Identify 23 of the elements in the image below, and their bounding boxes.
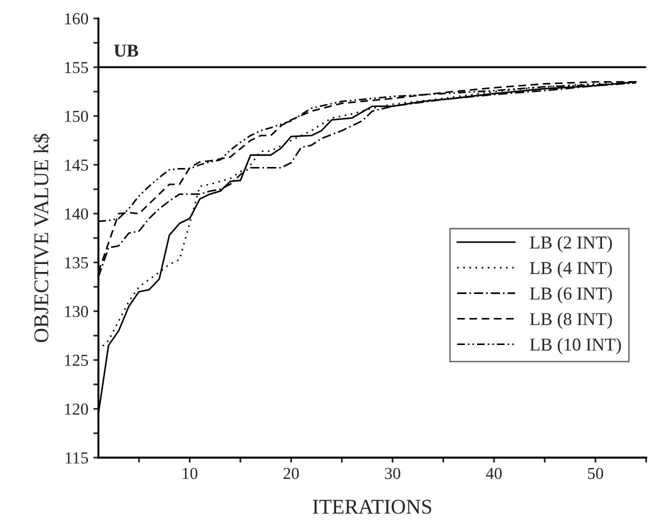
y-tick-label: 125 (65, 354, 88, 366)
legend-label: LB (6 INT) (530, 286, 612, 304)
y-tick-label: 135 (65, 257, 88, 268)
x-tick-label: 20 (284, 468, 299, 480)
x-tick-label: 50 (588, 468, 604, 480)
y-tick-label: 150 (65, 110, 88, 122)
y-tick-label: 140 (65, 208, 88, 220)
y-tick-label: 160 (65, 13, 88, 24)
y-tick-label: 120 (65, 404, 88, 415)
legend-label: LB (8 INT) (530, 312, 612, 329)
y-tick-label: 130 (65, 306, 88, 318)
x-tick-label: 10 (182, 468, 198, 480)
y-tick-label: 115 (66, 452, 88, 464)
x-tick-label: 40 (486, 468, 502, 480)
ref-line-label: UB (114, 44, 138, 57)
legend-label: LB (10 INT) (530, 338, 621, 354)
legend-label: LB (4 INT) (530, 261, 612, 278)
legend-label: LB (2 INT) (530, 236, 612, 252)
y-axis-title: OBJECTIVE VALUE k$ (33, 134, 50, 342)
x-axis-title: ITERATIONS (312, 500, 432, 514)
y-tick-label: 145 (65, 160, 88, 171)
x-tick-label: 30 (385, 468, 400, 480)
y-tick-label: 155 (65, 62, 88, 74)
